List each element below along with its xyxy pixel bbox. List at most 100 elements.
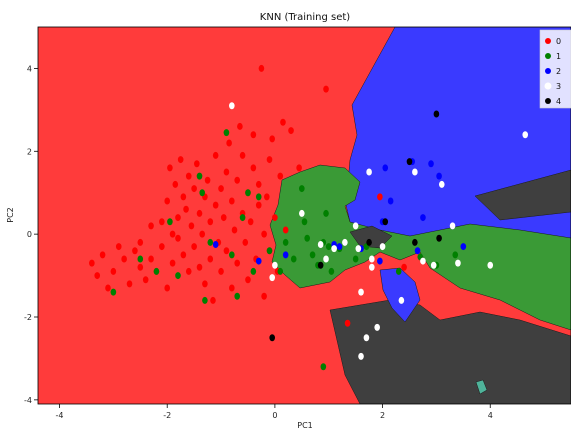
point-class-2 <box>460 243 467 251</box>
point-class-0 <box>234 176 241 184</box>
legend-marker-2 <box>545 68 551 74</box>
point-class-3 <box>420 257 426 265</box>
point-class-1 <box>395 267 402 275</box>
y-axis-ticks: -4 -2 0 2 4 <box>24 64 38 405</box>
point-class-0 <box>159 243 165 251</box>
plot-frame <box>37 26 571 405</box>
point-class-1 <box>290 255 297 263</box>
point-class-0 <box>220 214 227 222</box>
x-tick-label: 2 <box>380 411 385 420</box>
point-class-1 <box>202 296 208 304</box>
point-class-0 <box>148 255 154 263</box>
point-class-4 <box>412 238 418 246</box>
point-class-0 <box>115 243 122 251</box>
y-axis-title: PC2 <box>6 207 15 223</box>
y-tick-label: 2 <box>27 147 32 156</box>
point-class-0 <box>99 251 106 259</box>
point-class-0 <box>234 259 241 267</box>
point-class-0 <box>194 160 200 168</box>
point-class-2 <box>282 251 289 259</box>
point-class-0 <box>169 259 176 267</box>
point-class-0 <box>401 263 407 271</box>
point-class-1 <box>229 251 235 259</box>
point-class-0 <box>277 172 284 180</box>
point-class-0 <box>180 193 187 201</box>
point-class-0 <box>218 185 224 193</box>
point-class-1 <box>282 238 289 246</box>
region-class-4-c <box>349 225 393 249</box>
point-class-4 <box>382 218 389 226</box>
point-class-0 <box>132 247 138 255</box>
point-class-2 <box>377 257 383 265</box>
point-class-0 <box>280 118 286 126</box>
point-class-1 <box>110 288 117 296</box>
point-class-1 <box>301 218 308 226</box>
point-class-0 <box>204 176 211 184</box>
point-class-1 <box>452 251 459 259</box>
x-axis-ticks: -4 -2 0 2 4 <box>56 404 493 420</box>
point-class-0 <box>188 222 195 230</box>
point-class-0 <box>110 267 117 275</box>
point-class-0 <box>94 272 101 280</box>
point-class-1 <box>137 255 144 263</box>
point-class-0 <box>377 193 383 201</box>
point-class-3 <box>358 288 364 296</box>
point-class-0 <box>269 135 275 143</box>
point-class-1 <box>250 267 257 275</box>
point-class-0 <box>250 131 257 139</box>
point-class-0 <box>223 168 230 176</box>
point-class-3 <box>229 102 235 110</box>
point-class-1 <box>245 189 251 197</box>
point-class-0 <box>185 172 192 180</box>
point-class-2 <box>212 241 219 248</box>
point-class-0 <box>266 156 273 164</box>
point-class-1 <box>199 189 206 197</box>
point-class-0 <box>218 267 224 275</box>
x-tick-label: -2 <box>163 411 171 420</box>
point-class-0 <box>196 263 203 271</box>
point-class-1 <box>207 238 214 246</box>
point-class-0 <box>180 251 187 259</box>
point-class-4 <box>436 234 442 242</box>
point-class-1 <box>223 129 230 137</box>
point-class-0 <box>296 164 302 172</box>
point-class-0 <box>137 263 144 271</box>
x-axis-title: PC1 <box>297 421 313 429</box>
point-class-4 <box>406 158 413 166</box>
point-class-3 <box>342 238 348 246</box>
point-class-2 <box>436 172 442 180</box>
point-class-1 <box>196 172 203 180</box>
point-class-1 <box>328 267 335 275</box>
legend-box <box>539 29 571 109</box>
point-class-0 <box>169 230 176 238</box>
point-class-3 <box>522 131 529 139</box>
point-class-0 <box>137 238 144 246</box>
point-class-1 <box>320 363 327 371</box>
y-tick-label: 4 <box>27 64 32 73</box>
point-class-0 <box>196 209 203 217</box>
point-class-0 <box>288 127 294 135</box>
point-class-2 <box>414 247 421 255</box>
point-class-3 <box>366 168 372 176</box>
legend-label-2: 2 <box>556 67 561 76</box>
legend-label-0: 0 <box>556 37 561 46</box>
point-class-0 <box>229 197 235 205</box>
point-class-0 <box>344 319 351 327</box>
legend-label-4: 4 <box>556 97 561 106</box>
y-tick-label: -2 <box>24 313 32 322</box>
point-class-3 <box>438 180 445 188</box>
point-class-0 <box>242 238 249 246</box>
point-class-1 <box>304 234 310 242</box>
point-class-3 <box>358 352 364 360</box>
point-class-3 <box>331 245 337 253</box>
point-class-3 <box>430 261 437 269</box>
point-class-0 <box>172 180 179 188</box>
point-class-1 <box>277 267 284 275</box>
point-class-2 <box>420 214 426 222</box>
point-class-0 <box>126 280 133 288</box>
point-class-1 <box>255 193 262 201</box>
point-class-1 <box>153 267 160 275</box>
point-class-1 <box>239 214 246 222</box>
point-class-3 <box>323 255 329 263</box>
